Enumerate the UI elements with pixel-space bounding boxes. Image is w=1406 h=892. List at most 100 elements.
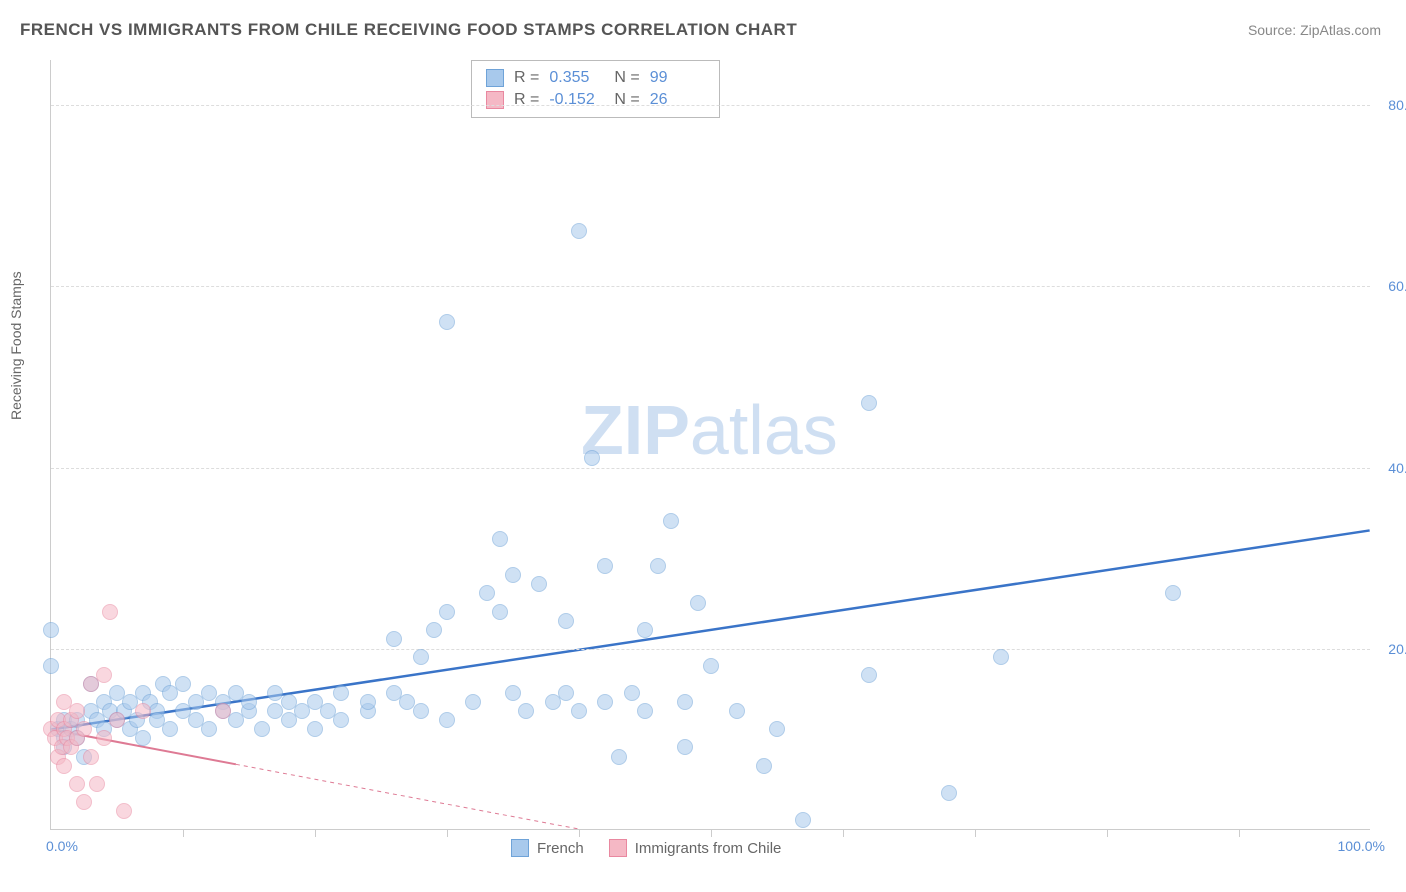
- x-tick: [183, 829, 184, 837]
- data-point: [333, 712, 349, 728]
- data-point: [69, 776, 85, 792]
- data-point: [663, 513, 679, 529]
- data-point: [333, 685, 349, 701]
- x-tick: [843, 829, 844, 837]
- data-point: [201, 721, 217, 737]
- data-point: [426, 622, 442, 638]
- stats-legend-row: R =0.355N =99: [486, 67, 705, 89]
- data-point: [531, 576, 547, 592]
- stats-legend: R =0.355N =99R =-0.152N =26: [471, 60, 720, 118]
- data-point: [584, 450, 600, 466]
- data-point: [102, 604, 118, 620]
- data-point: [861, 395, 877, 411]
- x-tick: [447, 829, 448, 837]
- r-label: R =: [514, 91, 539, 109]
- y-tick-label: 60.0%: [1378, 278, 1406, 294]
- data-point: [1165, 585, 1181, 601]
- data-point: [215, 703, 231, 719]
- data-point: [56, 758, 72, 774]
- data-point: [241, 694, 257, 710]
- data-point: [558, 685, 574, 701]
- data-point: [413, 649, 429, 665]
- x-tick: [1239, 829, 1240, 837]
- data-point: [861, 667, 877, 683]
- data-point: [571, 223, 587, 239]
- data-point: [76, 721, 92, 737]
- data-point: [769, 721, 785, 737]
- x-tick: [711, 829, 712, 837]
- x-axis-origin-label: 0.0%: [46, 838, 78, 854]
- data-point: [43, 658, 59, 674]
- data-point: [307, 721, 323, 737]
- legend-swatch: [486, 69, 504, 87]
- x-tick: [315, 829, 316, 837]
- data-point: [703, 658, 719, 674]
- legend-swatch: [511, 839, 529, 857]
- x-tick: [975, 829, 976, 837]
- watermark: ZIPatlas: [581, 390, 838, 470]
- trend-line-dashed: [236, 764, 579, 829]
- legend-item: French: [511, 839, 584, 857]
- stats-legend-row: R =-0.152N =26: [486, 89, 705, 111]
- data-point: [254, 721, 270, 737]
- gridline: [51, 649, 1370, 650]
- chart-title: FRENCH VS IMMIGRANTS FROM CHILE RECEIVIN…: [20, 20, 797, 40]
- data-point: [637, 622, 653, 638]
- data-point: [96, 730, 112, 746]
- r-value: 0.355: [549, 69, 604, 87]
- data-point: [479, 585, 495, 601]
- data-point: [492, 604, 508, 620]
- data-point: [116, 803, 132, 819]
- legend-label: Immigrants from Chile: [635, 840, 782, 857]
- data-point: [505, 685, 521, 701]
- data-point: [175, 676, 191, 692]
- data-point: [993, 649, 1009, 665]
- data-point: [505, 567, 521, 583]
- data-point: [465, 694, 481, 710]
- data-point: [597, 694, 613, 710]
- x-tick: [1107, 829, 1108, 837]
- source-attribution: Source: ZipAtlas.com: [1248, 22, 1381, 38]
- data-point: [96, 667, 112, 683]
- x-tick: [579, 829, 580, 837]
- data-point: [650, 558, 666, 574]
- data-point: [89, 776, 105, 792]
- r-label: R =: [514, 69, 539, 87]
- gridline: [51, 286, 1370, 287]
- x-axis-max-label: 100.0%: [1338, 838, 1385, 854]
- data-point: [413, 703, 429, 719]
- data-point: [518, 703, 534, 719]
- data-point: [611, 749, 627, 765]
- data-point: [360, 694, 376, 710]
- legend-item: Immigrants from Chile: [609, 839, 782, 857]
- y-tick-label: 20.0%: [1378, 641, 1406, 657]
- data-point: [76, 794, 92, 810]
- data-point: [597, 558, 613, 574]
- scatter-plot: ZIPatlas R =0.355N =99R =-0.152N =26 Fre…: [50, 60, 1370, 830]
- data-point: [135, 730, 151, 746]
- n-label: N =: [614, 69, 639, 87]
- data-point: [677, 739, 693, 755]
- watermark-atlas: atlas: [690, 391, 838, 469]
- gridline: [51, 468, 1370, 469]
- data-point: [690, 595, 706, 611]
- data-point: [729, 703, 745, 719]
- y-tick-label: 40.0%: [1378, 460, 1406, 476]
- data-point: [109, 712, 125, 728]
- data-point: [637, 703, 653, 719]
- data-point: [69, 703, 85, 719]
- data-point: [941, 785, 957, 801]
- data-point: [162, 721, 178, 737]
- data-point: [756, 758, 772, 774]
- y-tick-label: 80.0%: [1378, 97, 1406, 113]
- n-label: N =: [614, 91, 639, 109]
- data-point: [439, 314, 455, 330]
- data-point: [439, 712, 455, 728]
- data-point: [571, 703, 587, 719]
- data-point: [677, 694, 693, 710]
- data-point: [386, 631, 402, 647]
- data-point: [43, 622, 59, 638]
- data-point: [439, 604, 455, 620]
- legend-label: French: [537, 840, 584, 857]
- series-legend: French Immigrants from Chile: [511, 839, 781, 857]
